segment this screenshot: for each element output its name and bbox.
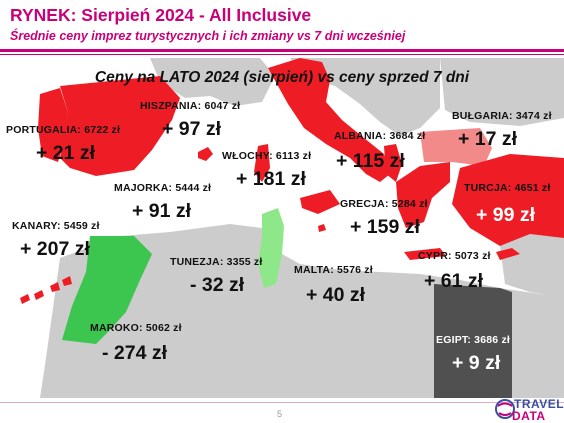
destination-price: 5284 zł (391, 198, 428, 210)
destination-label-albania: ALBANIA: 3684 zł (334, 130, 426, 142)
destination-change-kanary: + 207 zł (20, 238, 90, 260)
destination-price: 5073 zł (454, 250, 491, 262)
destination-label-portugalia: PORTUGALIA: 6722 zł (6, 124, 121, 136)
destination-name: EGIPT (436, 334, 468, 346)
greece-shape (396, 162, 450, 228)
tunisia-shape (258, 208, 284, 288)
logo-text-travel: TRAVEL (514, 397, 564, 411)
destination-label-cypr: CYPR: 5073 zł (418, 250, 491, 262)
destination-label-turcja: TURCJA: 4651 zł (464, 182, 551, 194)
header-rule (0, 49, 564, 52)
majorca-shape (198, 147, 213, 161)
destination-label-wlochy: WŁOCHY: 6113 zł (222, 150, 312, 162)
destination-label-hiszpania: HISZPANIA: 6047 zł (140, 100, 241, 112)
footer-rule (0, 402, 564, 403)
destination-price: 5062 zł (145, 322, 182, 334)
destination-change-egipt: + 9 zł (452, 352, 501, 374)
destination-price: 3355 zł (226, 256, 263, 268)
destination-label-malta: MALTA: 5576 zł (294, 264, 373, 276)
destination-change-tunezja: - 32 zł (190, 274, 245, 296)
destination-label-grecja: GRECJA: 5284 zł (340, 198, 428, 210)
egypt-shape (434, 284, 512, 398)
destination-name: CYPR (418, 250, 448, 262)
destination-change-malta: + 40 zł (306, 284, 366, 306)
destination-name: WŁOCHY (222, 150, 270, 162)
destination-price: 5459 zł (63, 220, 100, 232)
turkey-shape (452, 154, 564, 246)
destination-price: 6047 zł (204, 100, 241, 112)
malta-shape (318, 224, 326, 232)
portugal-shape (38, 88, 68, 162)
destination-change-grecja: + 159 zł (350, 216, 420, 238)
destination-label-bulgaria: BUŁGARIA: 3474 zł (452, 110, 552, 122)
north-africa-land (40, 224, 564, 398)
destination-name: PORTUGALIA (6, 124, 78, 136)
canary-island-4 (62, 276, 72, 286)
destination-change-hiszpania: + 97 zł (162, 118, 222, 140)
destination-name: TURCJA (464, 182, 508, 194)
middle-east-land (500, 226, 564, 298)
canary-island-1 (20, 294, 30, 304)
destination-name: GRECJA (340, 198, 385, 210)
destination-label-maroko: MAROKO: 5062 zł (90, 322, 182, 334)
destination-name: ALBANIA (334, 130, 383, 142)
destination-price: 3686 zł (474, 334, 511, 346)
travel-data-logo: TRAVEL DATA (494, 396, 564, 423)
destination-name: MALTA (294, 264, 331, 276)
crete-shape (404, 248, 446, 260)
black-sea-region-land (440, 58, 564, 126)
destination-name: MAROKO (90, 322, 140, 334)
canary-island-2 (34, 290, 44, 300)
destination-change-turcja: + 99 zł (476, 204, 536, 226)
spain-shape (60, 76, 180, 176)
logo-text-data: DATA (512, 409, 546, 423)
mediterranean-map (20, 58, 564, 398)
destination-change-cypr: + 61 zł (424, 270, 484, 292)
destination-label-majorka: MAJORKA: 5444 zł (114, 182, 212, 194)
destination-price: 4651 zł (514, 182, 551, 194)
destination-change-majorka: + 91 zł (132, 200, 192, 222)
page-number: 5 (277, 409, 283, 419)
destination-price: 5444 zł (175, 182, 212, 194)
cyprus-shape (496, 248, 520, 260)
albania-shape (384, 144, 402, 182)
destination-change-bulgaria: + 17 zł (458, 128, 518, 150)
globe-icon (495, 399, 515, 419)
morocco-shape (62, 236, 152, 344)
header-rule-thin (0, 54, 564, 55)
destination-price: 6113 zł (275, 150, 312, 162)
destination-name: KANARY (12, 220, 57, 232)
destination-change-portugalia: + 21 zł (36, 142, 96, 164)
destination-label-kanary: KANARY: 5459 zł (12, 220, 100, 232)
destination-change-albania: + 115 zł (336, 150, 405, 172)
page-subtitle: Średnie ceny imprez turystycznych i ich … (10, 29, 406, 43)
destination-name: BUŁGARIA (452, 110, 510, 122)
western-europe-land (150, 58, 275, 106)
sicily-shape (300, 190, 340, 214)
destination-change-wlochy: + 181 zł (236, 168, 306, 190)
destination-name: MAJORKA (114, 182, 169, 194)
destination-name: TUNEZJA (170, 256, 220, 268)
destination-name: HISZPANIA (140, 100, 198, 112)
destination-price: 5576 zł (337, 264, 373, 276)
destination-price: 6722 zł (84, 124, 121, 136)
destination-price: 3684 zł (389, 130, 426, 142)
italy-shape (268, 58, 390, 182)
destination-label-egipt: EGIPT: 3686 zł (436, 334, 511, 346)
destination-change-maroko: - 274 zł (102, 342, 168, 364)
page-title: RYNEK: Sierpień 2024 - All Inclusive (10, 5, 312, 25)
destination-price: 3474 zł (515, 110, 552, 122)
bulgaria-shape (420, 128, 492, 166)
map-heading: Ceny na LATO 2024 (sierpień) vs ceny spr… (94, 69, 470, 86)
sardinia-shape (254, 144, 270, 182)
canary-island-3 (50, 282, 60, 292)
destination-label-tunezja: TUNEZJA: 3355 zł (170, 256, 263, 268)
